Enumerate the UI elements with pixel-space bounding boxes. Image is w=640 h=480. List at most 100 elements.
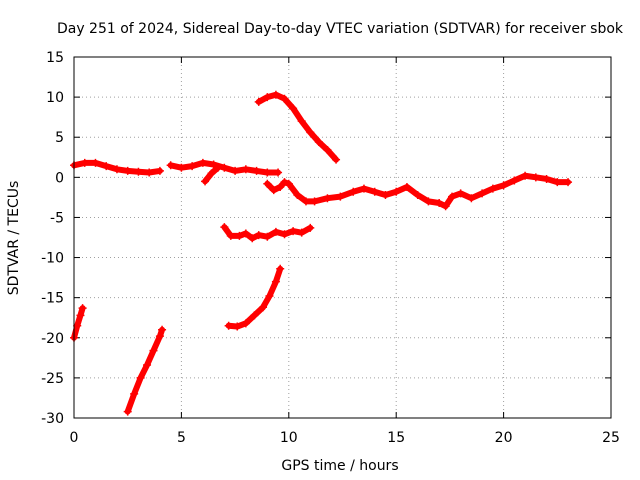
data-point: [402, 182, 411, 191]
data-point: [102, 162, 111, 171]
x-tick-label: 10: [280, 430, 298, 446]
series-track-g: [254, 90, 341, 164]
series-track-a: [70, 304, 87, 342]
series-track-d: [166, 158, 283, 177]
series-track-e: [201, 163, 222, 186]
data-point: [359, 184, 368, 193]
data-point: [226, 231, 235, 240]
data-point: [381, 190, 390, 199]
data-point: [73, 321, 82, 330]
data-point: [233, 322, 242, 331]
data-point: [284, 179, 293, 188]
series-trace: [71, 305, 86, 341]
series-trace: [124, 326, 166, 415]
data-point: [332, 155, 341, 164]
data-point: [134, 167, 143, 176]
data-point: [289, 104, 298, 113]
data-point: [542, 174, 551, 183]
data-point: [274, 168, 283, 177]
data-point: [269, 186, 278, 195]
y-axis-label: SDTVAR / TECUs: [6, 181, 22, 296]
data-point: [241, 165, 250, 174]
data-point: [289, 227, 298, 236]
data-point: [263, 232, 272, 241]
data-point: [297, 117, 306, 126]
data-point: [392, 187, 401, 196]
data-point: [263, 179, 272, 188]
data-point: [207, 169, 216, 178]
data-point: [201, 177, 210, 186]
data-point: [158, 325, 167, 334]
y-tick-label: -5: [50, 210, 64, 226]
data-point: [177, 163, 186, 172]
data-point: [166, 161, 175, 170]
data-point: [297, 228, 306, 237]
data-point: [488, 184, 497, 193]
data-point: [276, 182, 285, 191]
data-point: [241, 319, 250, 328]
data-point: [136, 373, 145, 382]
x-tick-label: 20: [495, 430, 513, 446]
series-track-i: [224, 264, 285, 331]
data-point: [370, 187, 379, 196]
data-point: [149, 346, 158, 355]
data-point: [241, 229, 250, 238]
data-point: [306, 223, 315, 232]
series-trace: [255, 91, 340, 163]
data-point: [280, 230, 289, 239]
data-point: [80, 158, 89, 167]
data-point: [531, 173, 540, 182]
data-point: [424, 197, 433, 206]
data-point: [209, 160, 218, 169]
data-layer: [70, 90, 573, 416]
data-point: [271, 90, 280, 99]
y-tick-label: 10: [46, 90, 64, 106]
data-point: [231, 166, 240, 175]
x-tick-label: 15: [387, 430, 405, 446]
data-point: [564, 178, 573, 187]
data-point: [280, 178, 289, 187]
x-tick-label: 5: [177, 430, 186, 446]
series-trace: [264, 172, 572, 210]
data-point: [435, 199, 444, 208]
data-point: [441, 202, 450, 211]
x-axis-label: GPS time / hours: [281, 458, 398, 474]
y-tick-label: -30: [41, 411, 64, 427]
data-point: [145, 168, 154, 177]
data-point: [293, 190, 302, 199]
data-point: [553, 178, 562, 187]
data-point: [306, 128, 315, 137]
data-point: [254, 231, 263, 240]
data-point: [155, 332, 164, 341]
y-tick-label: -20: [41, 331, 64, 347]
plot-frame: [73, 56, 612, 419]
series-track-h: [220, 223, 315, 243]
y-tick-label: -10: [41, 251, 64, 267]
data-point: [250, 311, 259, 320]
data-point: [259, 303, 268, 312]
data-point: [349, 187, 358, 196]
data-point: [478, 189, 487, 198]
data-point: [413, 190, 422, 199]
grid-layer: [74, 57, 611, 418]
data-point: [276, 264, 285, 273]
data-point: [213, 163, 222, 172]
data-point: [323, 194, 332, 203]
y-tick-label: -15: [41, 291, 64, 307]
data-point: [467, 194, 476, 203]
data-point: [510, 176, 519, 185]
data-point: [248, 234, 257, 243]
data-point: [314, 138, 323, 147]
data-point: [448, 192, 457, 201]
data-point: [499, 181, 508, 190]
data-point: [130, 389, 139, 398]
data-point: [271, 277, 280, 286]
data-point: [220, 223, 229, 232]
data-point: [252, 166, 261, 175]
data-point: [323, 146, 332, 155]
data-point: [521, 171, 530, 180]
data-point: [456, 189, 465, 198]
series-track-b: [123, 325, 167, 416]
